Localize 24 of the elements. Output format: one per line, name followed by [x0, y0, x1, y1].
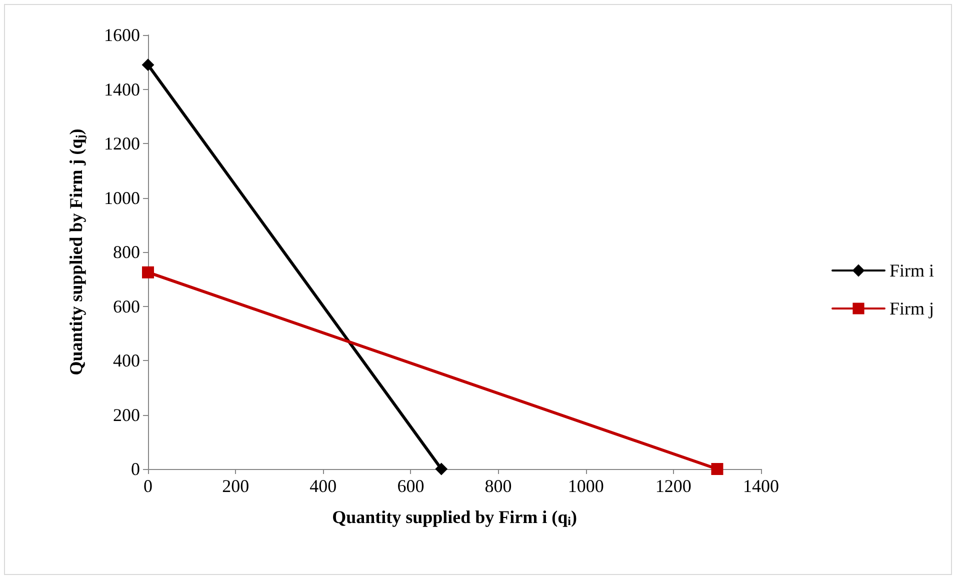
y-tick-label: 0: [131, 459, 140, 479]
y-tick-label: 1400: [104, 79, 140, 100]
point: [711, 463, 724, 475]
x-tick-label: 1200: [655, 476, 692, 496]
point: [142, 266, 154, 278]
y-tick-label: 800: [113, 242, 140, 262]
x-tick-label: 400: [310, 476, 337, 496]
x-tick-label: 0: [144, 476, 152, 496]
x-tick-label: 200: [222, 476, 250, 496]
y-tick-label: 1600: [104, 25, 140, 45]
point: [435, 463, 448, 475]
y-tick-label: 200: [113, 404, 140, 425]
y-tick-label: 1000: [104, 188, 140, 208]
x-tick-label: 800: [484, 476, 512, 496]
y-tick-label: 400: [113, 350, 140, 370]
point: [142, 58, 154, 71]
x-tick-label: 600: [397, 476, 424, 496]
y-tick-label: 600: [113, 296, 140, 316]
y-tick-label: 1200: [104, 134, 140, 154]
y-axis-title: Quantity supplied by Firm j (qj): [66, 128, 87, 376]
x-tick-label: 1400: [743, 476, 779, 496]
legend-label: Firm i: [889, 260, 934, 280]
x-tick-label: 1000: [568, 476, 604, 496]
legend-label: Firm j: [889, 298, 934, 318]
